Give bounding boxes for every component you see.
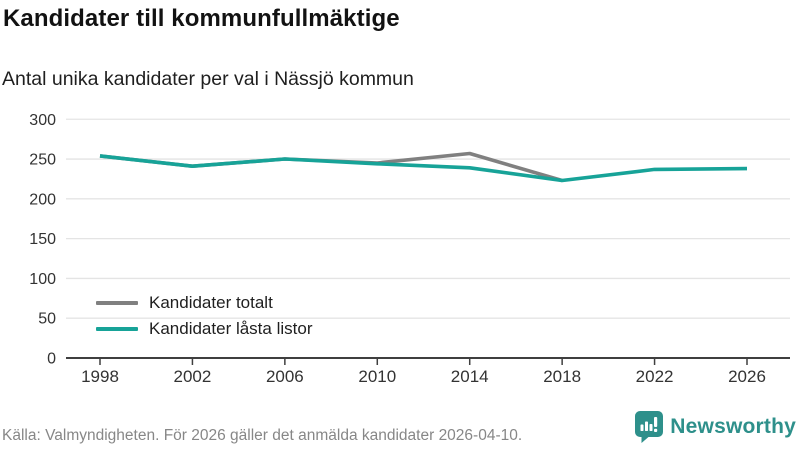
y-tick-label-100: 100 — [29, 271, 56, 288]
x-tick-label-2014: 2014 — [451, 367, 489, 386]
legend-swatch-total — [96, 301, 138, 305]
source-note: Källa: Valmyndigheten. För 2026 gäller d… — [2, 427, 523, 444]
x-tick-label-2022: 2022 — [636, 367, 674, 386]
y-tick-label-300: 300 — [29, 112, 56, 129]
series-line-kandidater-totalt — [99, 151, 563, 183]
series-line-kandidater-l-sta-listor — [99, 154, 748, 183]
x-tick-label-1998: 1998 — [81, 367, 119, 386]
legend-label-total: Kandidater totalt — [149, 293, 273, 312]
chart-subtitle: Antal unika kandidater per val i Nässjö … — [2, 68, 414, 90]
y-tick-label-250: 250 — [29, 152, 56, 169]
x-tick-label-2002: 2002 — [174, 367, 212, 386]
x-tick-label-2006: 2006 — [266, 367, 304, 386]
newsworthy-speech-bubble-icon — [635, 411, 664, 443]
y-tick-label-0: 0 — [47, 351, 56, 368]
x-tick-label-2026: 2026 — [728, 367, 766, 386]
chart-legend: Kandidater totalt Kandidater låsta listo… — [96, 290, 312, 342]
legend-item-total: Kandidater totalt — [96, 290, 312, 316]
legend-item-locked-lists: Kandidater låsta listor — [96, 316, 312, 342]
newsworthy-logo: Newsworthy — [635, 411, 796, 443]
newsworthy-wordmark: Newsworthy — [670, 415, 796, 438]
legend-swatch-locked-lists — [96, 327, 138, 331]
chart-title: Kandidater till kommunfullmäktige — [3, 5, 400, 32]
x-tick-label-2010: 2010 — [358, 367, 396, 386]
y-tick-label-50: 50 — [38, 311, 56, 328]
y-tick-label-200: 200 — [29, 191, 56, 208]
x-tick-label-2018: 2018 — [543, 367, 581, 386]
legend-label-locked-lists: Kandidater låsta listor — [149, 319, 313, 338]
y-tick-label-150: 150 — [29, 231, 56, 248]
